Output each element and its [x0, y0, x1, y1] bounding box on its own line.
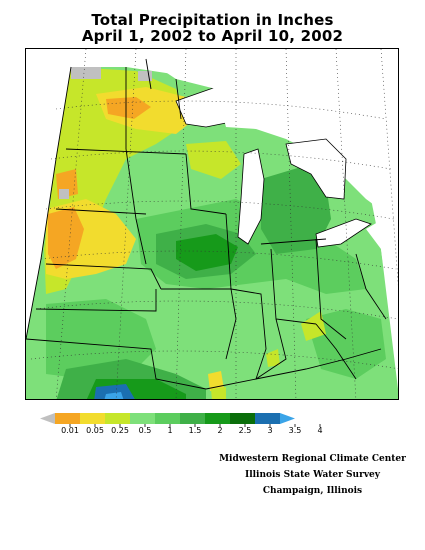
zone-blue-south [94, 384, 135, 399]
zone-lightblue-south [104, 392, 124, 399]
legend-tick-label: 3.5 [288, 426, 302, 435]
legend-tick-label: 0.05 [86, 426, 104, 435]
zone-midgreen-michigan [261, 167, 331, 254]
legend-tick-label: 3 [267, 426, 273, 435]
outer-east [366, 210, 398, 375]
zone-green-southeast [306, 309, 386, 379]
zone-gray-1 [71, 67, 101, 79]
zone-green-south [46, 299, 156, 379]
legend-swatch [105, 413, 130, 424]
legend-swatch [155, 413, 180, 424]
legend-arrow-right [280, 413, 295, 424]
credit-line2: Illinois State Water Survey [244, 470, 381, 480]
state-borders [26, 58, 387, 390]
legend-tick-label: 2 [217, 426, 223, 435]
legend-swatch [255, 413, 280, 424]
lake-huron [285, 138, 347, 200]
legend-tick-label: 0.5 [138, 426, 152, 435]
legend-tick-label: 0.25 [111, 426, 129, 435]
zone-orange-north [106, 97, 151, 119]
map-title-line2: April 1, 2002 to April 10, 2002 [81, 27, 344, 45]
zone-lime-south [211, 387, 226, 399]
zone-gray-3 [59, 189, 69, 199]
legend-swatch [130, 413, 155, 424]
legend-swatch [230, 413, 255, 424]
canada-region [126, 49, 398, 223]
precipitation-legend [40, 413, 321, 427]
legend-tick-label: 4 [317, 426, 323, 435]
zone-yellow-center [186, 141, 241, 179]
zone-lime-southeast [301, 311, 326, 341]
legend-swatch [180, 413, 205, 424]
legend-swatch [55, 413, 80, 424]
precipitation-map [25, 48, 399, 400]
legend-tick-label: 0.01 [61, 426, 79, 435]
zone-orange-west [48, 207, 84, 269]
legend-tick-label: 1.5 [188, 426, 202, 435]
lake-erie [315, 218, 372, 248]
credit-line3: Champaign, Illinois [262, 486, 363, 496]
legend-tick-label: 2.5 [238, 426, 252, 435]
lake-michigan [237, 148, 265, 245]
credit-line1: Midwestern Regional Climate Center [219, 454, 406, 464]
outer-west [26, 49, 71, 339]
precipitation-map-svg [26, 49, 398, 399]
map-title-line1: Total Precipitation in Inches [91, 11, 334, 29]
legend-tick-label: 1 [167, 426, 173, 435]
legend-swatch [205, 413, 230, 424]
zone-darkgreen-core [176, 234, 238, 271]
legend-arrow-left [40, 413, 55, 424]
zone-gray-2 [138, 71, 152, 81]
graticule [30, 49, 398, 399]
legend-swatch [80, 413, 105, 424]
zone-lime-southcenter [266, 349, 280, 367]
